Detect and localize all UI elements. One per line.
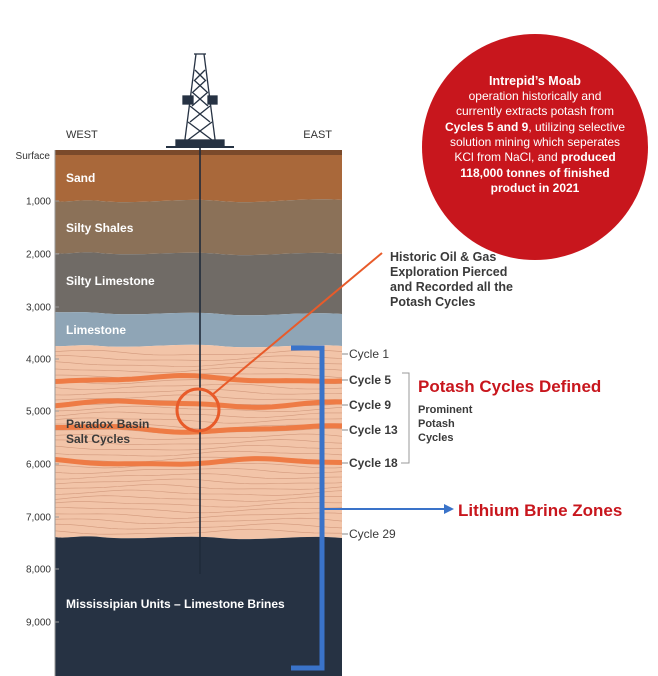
salt-stratum-line: [55, 517, 342, 524]
salt-stratum-line: [55, 361, 342, 367]
cycle-label: Cycle 9: [349, 398, 391, 412]
cycle-label: Cycle 13: [349, 423, 398, 437]
borehole-highlight-circle: [175, 387, 221, 433]
layer-silty-shales: [55, 199, 342, 256]
surface-label: Surface: [16, 151, 51, 162]
layer-sand: [55, 155, 342, 203]
west-label: WEST: [66, 129, 98, 141]
east-label: EAST: [303, 129, 332, 141]
depth-tick-label: 3,000: [26, 303, 51, 314]
callout-title: Intrepid’s Moab: [489, 73, 581, 88]
cycle-label: Cycle 29: [349, 527, 396, 541]
prominent-label-line1: Prominent: [418, 404, 473, 416]
salt-stratum-line: [55, 394, 342, 401]
cycle-label: Cycle 18: [349, 456, 398, 470]
depth-tick-label: 1,000: [26, 197, 51, 208]
layer-silty-limestone: [55, 252, 342, 316]
exploration-note-line4: Potash Cycles: [390, 295, 476, 309]
salt-stratum-line: [55, 478, 342, 485]
salt-stratum-line: [55, 417, 342, 424]
callout-bold-1: Cycles 5 and 9: [444, 119, 529, 134]
depth-tick-label: 2,000: [26, 250, 51, 261]
moab-callout-circle: Intrepid’s Moab operation historically a…: [422, 34, 648, 260]
callout-text-1: operation historically and currently ext…: [455, 89, 615, 119]
salt-stratum-line: [55, 473, 342, 480]
salt-stratum-line: [55, 405, 342, 413]
layer-label-silty-shales: Silty Shales: [66, 221, 134, 235]
prominent-label-line2: Potash: [418, 418, 455, 430]
layer-label-silty-limestone: Silty Limestone: [66, 274, 155, 288]
salt-stratum-line: [55, 439, 342, 445]
depth-tick-label: 4,000: [26, 355, 51, 366]
salt-stratum-line: [55, 349, 342, 356]
layer-label-salt-line2: Salt Cycles: [66, 432, 130, 446]
lithium-brine-label: Lithium Brine Zones: [458, 501, 622, 520]
layer-salt-cycles: [55, 344, 342, 540]
lithium-arrow-head: [444, 504, 454, 514]
salt-stratum-line: [55, 468, 342, 474]
potash-band: [55, 456, 342, 467]
callout-text: Intrepid’s Moab operation historically a…: [444, 74, 626, 196]
layer-mississipian: [55, 536, 342, 676]
annotation-pointer-line: [211, 252, 383, 396]
salt-stratum-line: [55, 489, 342, 496]
depth-tick-label: 8,000: [26, 565, 51, 576]
salt-stratum-line: [55, 495, 342, 502]
depth-ticks: 1,000 2,000 3,000 4,000 5,000 6,000 7,000 8,000…: [26, 197, 59, 629]
layer-limestone: [55, 312, 342, 348]
salt-stratum-line: [55, 507, 342, 514]
salt-stratum-line: [55, 367, 342, 373]
callout-bold-2: produced 118,000 tonnes of finished prod…: [460, 150, 616, 195]
prominent-label-line3: Cycles: [418, 432, 453, 444]
cycle-labels: Cycle 1 Cycle 5 Cycle 9 Cycle 13 Cycle 18 Cyc…: [342, 347, 398, 541]
potash-band: [55, 398, 342, 410]
salt-stratum-line: [55, 501, 342, 508]
exploration-note-line2: Exploration Pierced: [390, 265, 507, 279]
layer-label-limestone: Limestone: [66, 323, 126, 337]
salt-stratum-line: [55, 528, 342, 535]
prominent-bracket: [401, 372, 410, 464]
surface-strip: [55, 150, 342, 156]
exploration-note-line1: Historic Oil & Gas: [390, 250, 496, 264]
salt-stratum-line: [55, 383, 342, 390]
callout-text-2: , utilizing selective solution mining wh…: [449, 119, 626, 165]
salt-strata-lines: [55, 349, 342, 535]
salt-stratum-line: [55, 512, 342, 519]
salt-stratum-line: [55, 411, 342, 418]
salt-stratum-line: [55, 445, 342, 451]
layer-label-mississipian: Mississipian Units – Limestone Brines: [66, 597, 285, 611]
cycle-label: Cycle 5: [349, 373, 391, 387]
potash-cycles-title: Potash Cycles Defined: [418, 377, 601, 396]
salt-stratum-line: [55, 523, 342, 530]
exploration-note-line3: and Recorded all the: [390, 280, 513, 294]
salt-stratum-line: [55, 484, 342, 490]
salt-stratum-line: [55, 355, 342, 361]
salt-stratum-line: [55, 450, 342, 457]
cycle-label: Cycle 1: [349, 347, 389, 361]
potash-band: [55, 372, 342, 385]
salt-stratum-line: [55, 433, 342, 440]
depth-tick-label: 9,000: [26, 618, 51, 629]
drill-rig-icon: [166, 53, 234, 148]
layer-label-sand: Sand: [66, 171, 95, 185]
depth-tick-label: 7,000: [26, 513, 51, 524]
depth-tick-label: 5,000: [26, 407, 51, 418]
depth-tick-label: 6,000: [26, 460, 51, 471]
layer-label-salt-line1: Paradox Basin: [66, 417, 149, 431]
